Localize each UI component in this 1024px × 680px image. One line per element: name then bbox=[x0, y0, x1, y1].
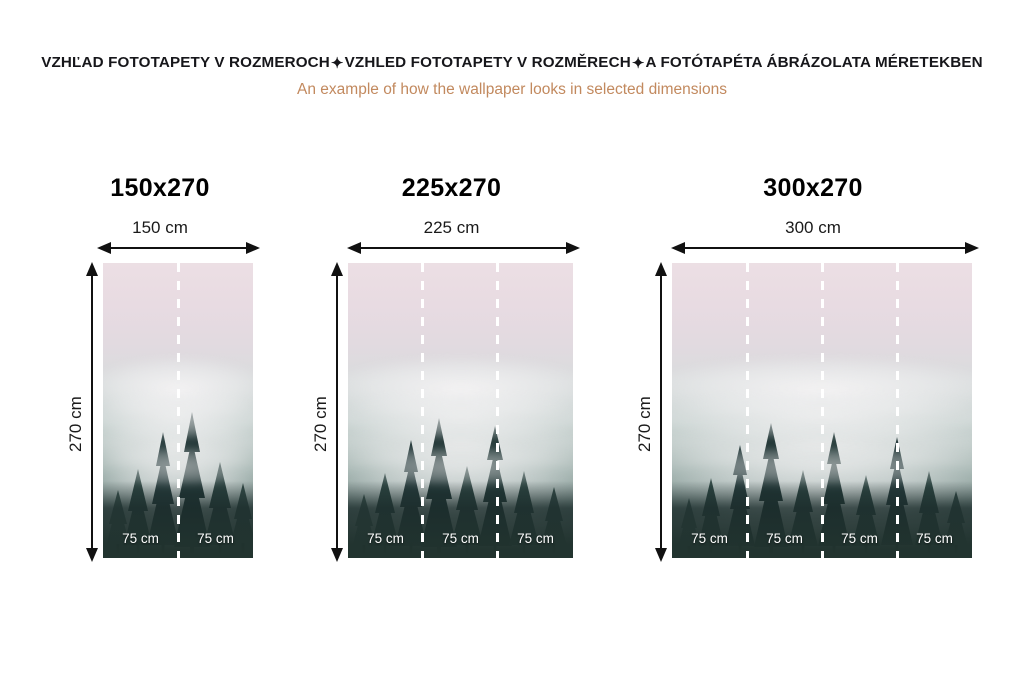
height-arrow-icon bbox=[655, 262, 667, 562]
seam-line bbox=[820, 263, 824, 558]
strip-label: 75 cm bbox=[517, 531, 554, 546]
header: VZHĽAD FOTOTAPETY V ROZMEROCH✦VZHLED FOT… bbox=[0, 0, 1024, 100]
title-part-hu: A FOTÓTAPÉTA ÁBRÁZOLATA MÉRETEKBEN bbox=[645, 54, 983, 71]
strip-label: 75 cm bbox=[691, 531, 728, 546]
width-arrow-icon bbox=[671, 242, 979, 254]
width-measurement: 150 cm bbox=[60, 218, 260, 254]
width-measurement: 225 cm bbox=[323, 218, 580, 254]
height-arrow-icon bbox=[331, 262, 343, 562]
seam-line bbox=[176, 263, 180, 558]
forest-scene bbox=[348, 263, 573, 558]
seam-line bbox=[745, 263, 749, 558]
fog-band bbox=[348, 445, 573, 488]
wallpaper-preview: 75 cm 75 cm bbox=[103, 263, 253, 558]
height-label: 270 cm bbox=[66, 396, 85, 452]
sparkle-icon: ✦ bbox=[631, 55, 645, 72]
height-measurement: 270 cm bbox=[305, 260, 349, 562]
title-part-cz: VZHLED FOTOTAPETY V ROZMĚRECH bbox=[344, 54, 631, 71]
height-measurement: 270 cm bbox=[629, 260, 673, 562]
strip-label: 75 cm bbox=[766, 531, 803, 546]
seam-line bbox=[421, 263, 425, 558]
wallpaper-preview: 75 cm 75 cm 75 cm 75 cm bbox=[672, 263, 972, 558]
height-label: 270 cm bbox=[311, 396, 330, 452]
strip-label: 75 cm bbox=[197, 531, 234, 546]
height-measurement: 270 cm bbox=[60, 260, 104, 562]
wallpaper-preview: 75 cm 75 cm 75 cm bbox=[348, 263, 573, 558]
forest-floor bbox=[348, 481, 573, 558]
panel-225x270: 225x270 225 cm 270 cm bbox=[305, 160, 580, 570]
panel-300x270: 300x270 300 cm 270 cm bbox=[629, 160, 979, 570]
height-arrow-icon bbox=[86, 262, 98, 562]
width-measurement: 300 cm bbox=[647, 218, 979, 254]
panel-title: 225x270 bbox=[401, 174, 502, 202]
width-label: 225 cm bbox=[423, 218, 480, 237]
strip-label: 75 cm bbox=[367, 531, 404, 546]
width-arrow-icon bbox=[97, 242, 260, 254]
strip-label: 75 cm bbox=[122, 531, 159, 546]
width-arrow-icon bbox=[347, 242, 580, 254]
panel-150x270: 150x270 150 cm 270 cm bbox=[60, 160, 260, 570]
panel-title: 150x270 bbox=[110, 174, 210, 202]
sparkle-icon: ✦ bbox=[330, 55, 344, 72]
title-part-sk: VZHĽAD FOTOTAPETY V ROZMEROCH bbox=[41, 54, 330, 71]
width-label: 150 cm bbox=[132, 218, 188, 237]
page-subtitle: An example of how the wallpaper looks in… bbox=[297, 81, 727, 98]
strip-label: 75 cm bbox=[841, 531, 878, 546]
page-title: VZHĽAD FOTOTAPETY V ROZMEROCH✦VZHLED FOT… bbox=[0, 53, 1024, 74]
width-label: 300 cm bbox=[785, 218, 841, 237]
height-label: 270 cm bbox=[635, 396, 654, 452]
seam-line bbox=[895, 263, 899, 558]
fog-band bbox=[348, 392, 573, 440]
panel-title: 300x270 bbox=[763, 174, 863, 202]
seam-line bbox=[496, 263, 500, 558]
strip-label: 75 cm bbox=[916, 531, 953, 546]
strip-label: 75 cm bbox=[442, 531, 479, 546]
